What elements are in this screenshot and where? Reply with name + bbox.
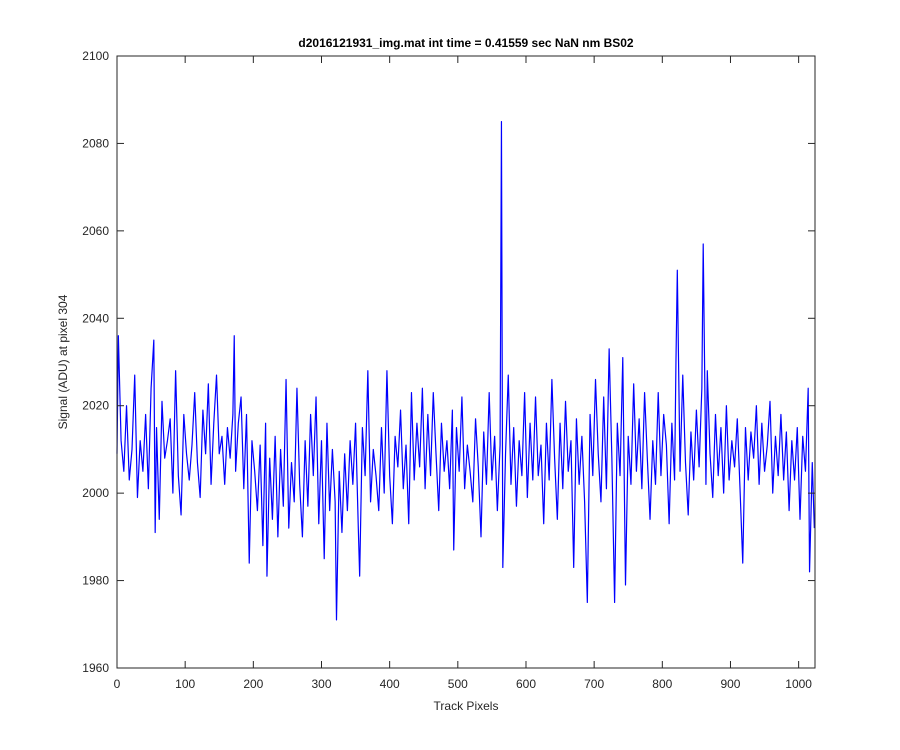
x-tick-label: 700 <box>584 677 604 691</box>
y-tick-label: 2020 <box>82 399 109 413</box>
series-group <box>116 120 815 621</box>
y-axis-ticks: 1960 1980 2000 2020 2040 2060 2080 2100 <box>82 49 815 675</box>
x-axis-ticks: 0 100 200 300 400 500 600 700 800 900 1000 <box>114 56 812 691</box>
y-tick-label: 2100 <box>82 49 109 63</box>
x-tick-label: 100 <box>175 677 195 691</box>
series-line-0 <box>116 120 815 621</box>
y-tick-label: 1980 <box>82 574 109 588</box>
x-tick-label: 400 <box>380 677 400 691</box>
x-tick-label: 600 <box>516 677 536 691</box>
x-tick-label: 900 <box>720 677 740 691</box>
plot-area <box>117 56 815 668</box>
y-tick-label: 2040 <box>82 311 109 325</box>
y-tick-label: 2000 <box>82 486 109 500</box>
x-tick-label: 800 <box>652 677 672 691</box>
y-tick-label: 2060 <box>82 224 109 238</box>
x-tick-label: 300 <box>311 677 331 691</box>
y-axis-label: Signal (ADU) at pixel 304 <box>56 294 70 429</box>
x-axis-label: Track Pixels <box>434 699 499 713</box>
x-tick-label: 0 <box>114 677 121 691</box>
x-tick-label: 500 <box>448 677 468 691</box>
x-tick-label: 1000 <box>785 677 812 691</box>
plot-box <box>116 55 816 669</box>
chart-title: d2016121931_img.mat int time = 0.41559 s… <box>298 36 634 50</box>
y-tick-label: 2080 <box>82 136 109 150</box>
y-tick-label: 1960 <box>82 661 109 675</box>
x-tick-label: 200 <box>243 677 263 691</box>
